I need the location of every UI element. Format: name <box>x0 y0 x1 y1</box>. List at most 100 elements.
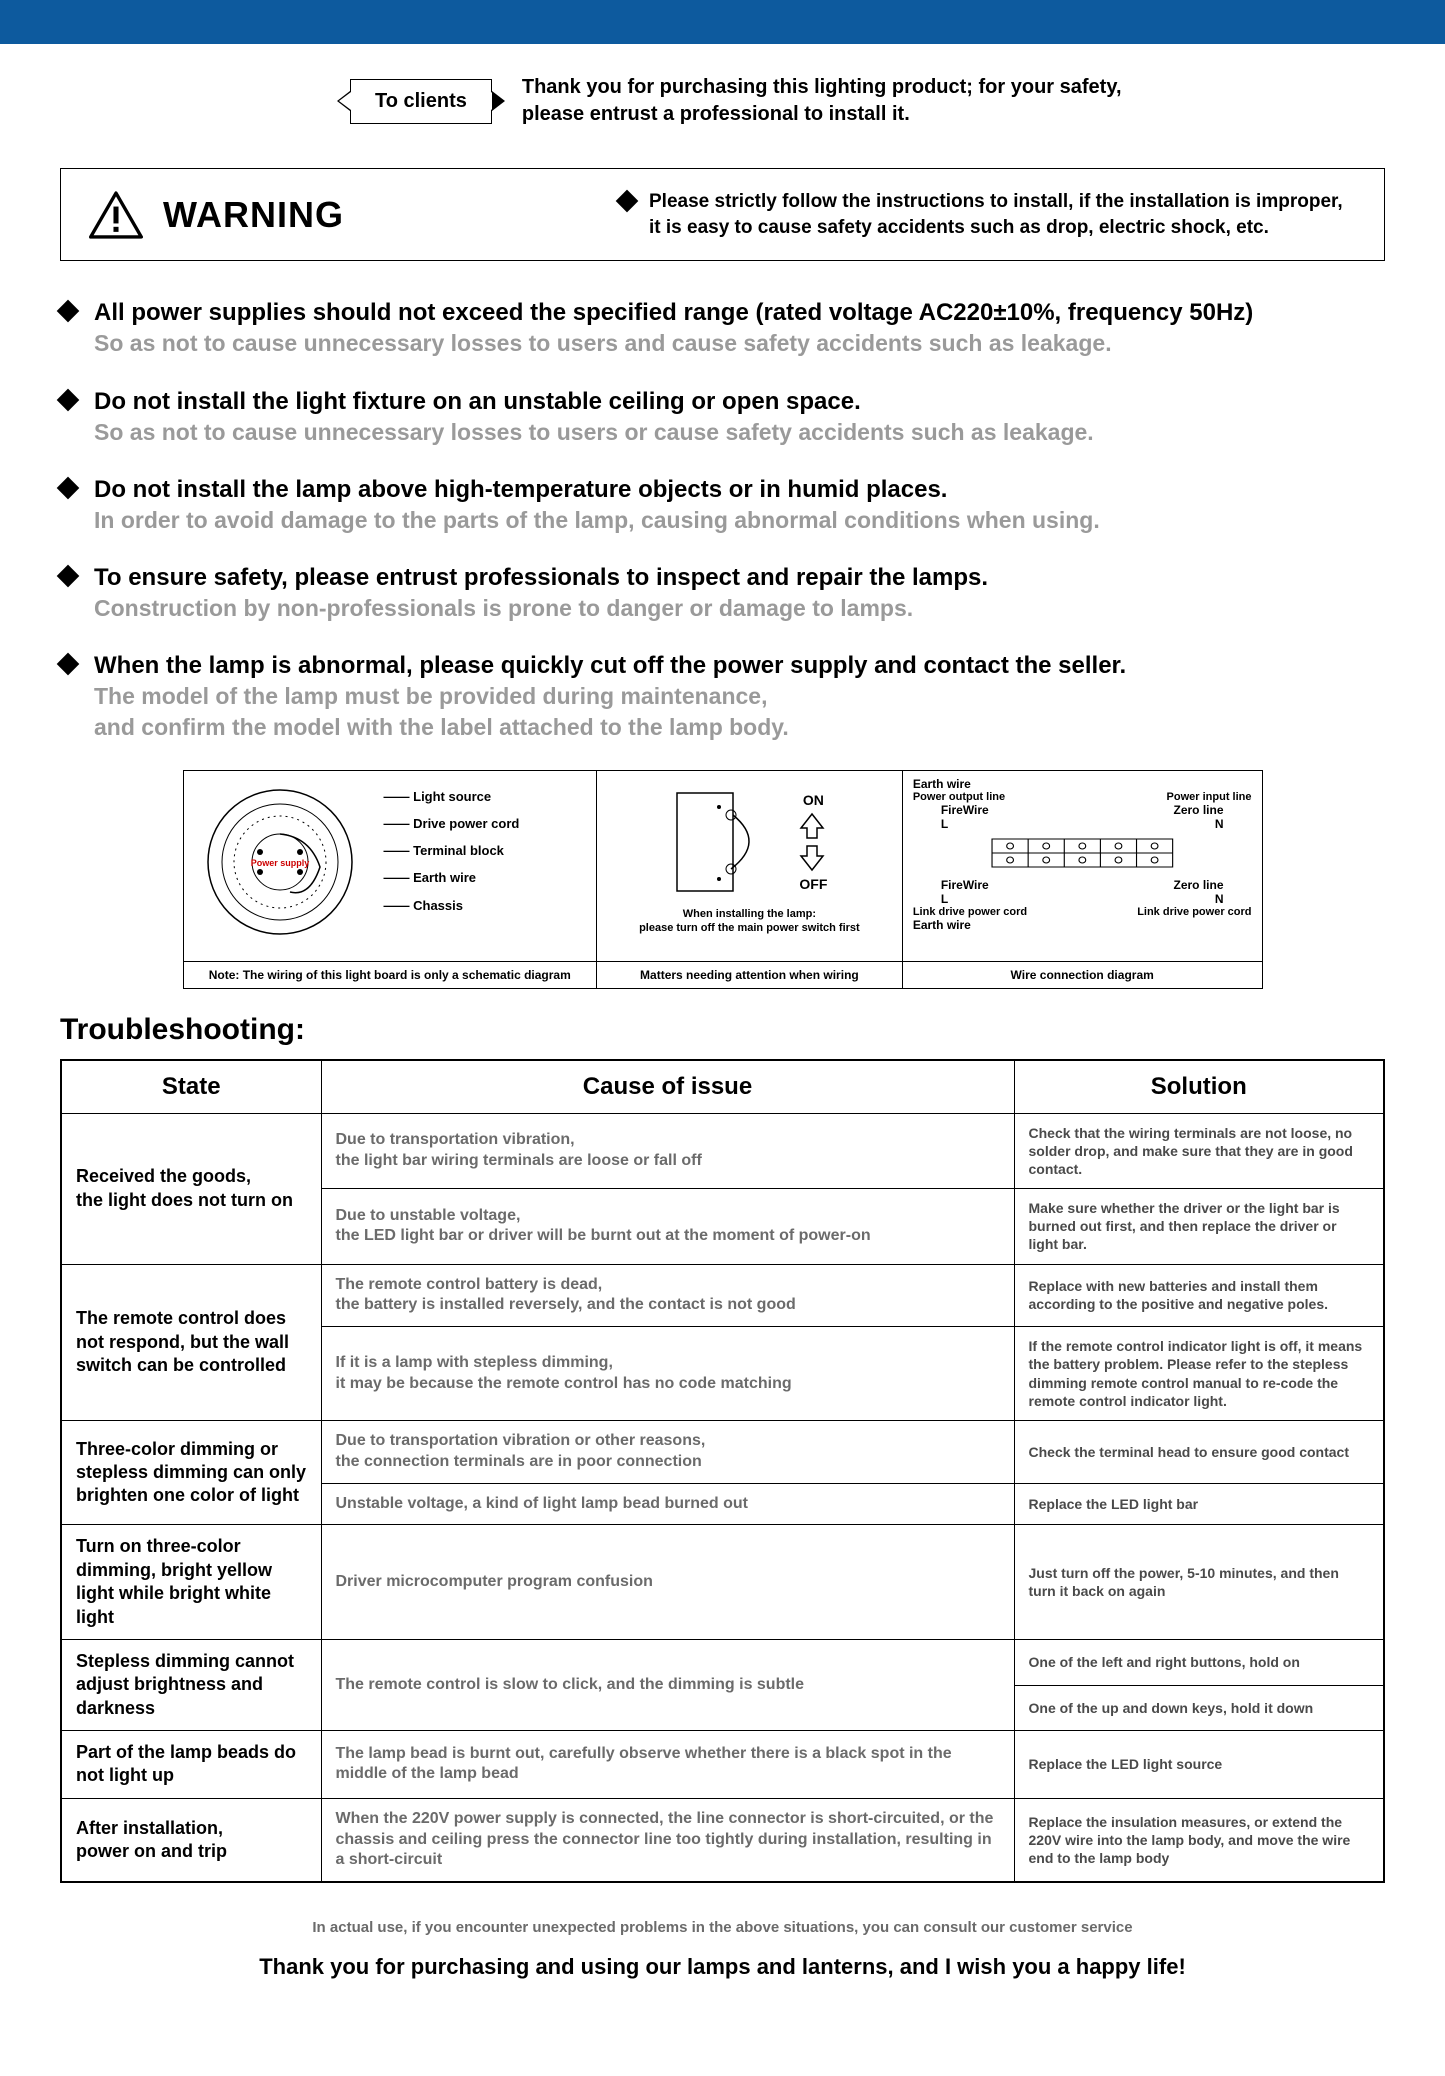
cause-cell: Due to transportation vibration or other… <box>321 1420 1014 1483</box>
d3-fw: FireWire <box>941 803 989 817</box>
troubleshoot-table: State Cause of issue Solution Received t… <box>60 1059 1385 1884</box>
page-content: To clients Thank you for purchasing this… <box>0 44 1445 2020</box>
d3-earth-bottom: Earth wire <box>913 918 1252 932</box>
diamond-icon <box>57 388 80 411</box>
bullet-gray: The model of the lamp must be provided d… <box>94 681 1126 743</box>
footnote: In actual use, if you encounter unexpect… <box>60 1919 1385 1936</box>
table-row: Part of the lamp beads do not light upTh… <box>61 1731 1384 1799</box>
top-bar <box>0 0 1445 44</box>
lamp-schematic-icon: Power supply <box>190 777 380 947</box>
table-row: Received the goods, the light does not t… <box>61 1113 1384 1189</box>
cause-cell: If it is a lamp with stepless dimming, i… <box>321 1327 1014 1421</box>
bullet-item: To ensure safety, please entrust profess… <box>60 562 1385 624</box>
solution-cell: Replace the insulation measures, or exte… <box>1014 1798 1384 1882</box>
d3-N2: N <box>1215 892 1224 906</box>
solution-cell: Make sure whether the driver or the ligh… <box>1014 1189 1384 1265</box>
solution-cell: Replace the LED light bar <box>1014 1483 1384 1525</box>
d3-earth-top: Earth wire <box>913 777 1252 791</box>
d3-fw2: FireWire <box>941 878 989 892</box>
diamond-icon <box>57 476 80 499</box>
diagram-row: Power supply Light source Drive power co… <box>183 770 1263 989</box>
col-cause-header: Cause of issue <box>321 1060 1014 1114</box>
state-cell: The remote control does not respond, but… <box>61 1264 321 1420</box>
d1-label: Terminal block <box>384 837 520 864</box>
arrow-up-icon <box>799 812 825 840</box>
diagram-2: ON OFF When installing the lamp: please … <box>597 771 903 988</box>
terminal-block-icon <box>913 831 1252 875</box>
state-cell: Received the goods, the light does not t… <box>61 1113 321 1264</box>
table-row: After installation, power on and tripWhe… <box>61 1798 1384 1882</box>
client-thanks-text: Thank you for purchasing this lighting p… <box>522 74 1122 128</box>
solution-cell: Just turn off the power, 5-10 minutes, a… <box>1014 1525 1384 1640</box>
cause-cell: When the 220V power supply is connected,… <box>321 1798 1014 1882</box>
d3-power-out: Power output line <box>913 791 1005 803</box>
state-cell: Turn on three-color dimming, bright yell… <box>61 1525 321 1640</box>
table-row: The remote control does not respond, but… <box>61 1264 1384 1327</box>
bullet-item: Do not install the lamp above high-tempe… <box>60 474 1385 536</box>
cause-cell: The remote control is slow to click, and… <box>321 1639 1014 1730</box>
bullet-bold: To ensure safety, please entrust profess… <box>94 562 988 593</box>
d3-zero2: Zero line <box>1173 878 1223 892</box>
d3-L: L <box>941 817 948 831</box>
troubleshoot-heading: Troubleshooting: <box>60 1013 1385 1047</box>
cause-cell: Due to transportation vibration, the lig… <box>321 1113 1014 1189</box>
diagram-3-caption: Wire connection diagram <box>903 961 1262 988</box>
state-cell: Stepless dimming cannot adjust brightnes… <box>61 1639 321 1730</box>
d3-link1: Link drive power cord <box>913 906 1027 918</box>
solution-cell: One of the left and right buttons, hold … <box>1014 1639 1384 1685</box>
warning-title: WARNING <box>163 194 344 236</box>
d1-label: Chassis <box>384 892 520 919</box>
diagram-2-caption: Matters needing attention when wiring <box>597 961 902 988</box>
cause-cell: Driver microcomputer program confusion <box>321 1525 1014 1640</box>
solution-cell: Replace the LED light source <box>1014 1731 1384 1799</box>
switch-icon <box>671 787 781 897</box>
d1-label: Light source <box>384 783 520 810</box>
bullet-item: All power supplies should not exceed the… <box>60 297 1385 359</box>
diagram-3: Earth wire Power output line Power input… <box>903 771 1262 988</box>
warning-box: WARNING Please strictly follow the instr… <box>60 168 1385 261</box>
arrow-down-icon <box>799 844 825 872</box>
d3-L2: L <box>941 892 948 906</box>
warning-left: WARNING <box>89 191 389 239</box>
cause-cell: Unstable voltage, a kind of light lamp b… <box>321 1483 1014 1525</box>
d3-link2: Link drive power cord <box>1137 906 1251 918</box>
bullet-item: When the lamp is abnormal, please quickl… <box>60 650 1385 743</box>
solution-cell: Replace with new batteries and install t… <box>1014 1264 1384 1327</box>
diagram-1-labels: Light source Drive power cord Terminal b… <box>384 783 520 919</box>
state-cell: Part of the lamp beads do not light up <box>61 1731 321 1799</box>
solution-cell: Check the terminal head to ensure good c… <box>1014 1420 1384 1483</box>
diagram-1-caption: Note: The wiring of this light board is … <box>184 961 596 988</box>
table-row: Turn on three-color dimming, bright yell… <box>61 1525 1384 1640</box>
bullet-bold: Do not install the lamp above high-tempe… <box>94 474 1100 505</box>
bullet-gray: So as not to cause unnecessary losses to… <box>94 417 1094 448</box>
col-state-header: State <box>61 1060 321 1114</box>
d1-label: Drive power cord <box>384 810 520 837</box>
d3-N: N <box>1215 817 1224 831</box>
d3-power-in: Power input line <box>1167 791 1252 803</box>
svg-text:Power supply: Power supply <box>250 858 309 868</box>
solution-cell: Check that the wiring terminals are not … <box>1014 1113 1384 1189</box>
diamond-icon <box>616 190 639 213</box>
cause-cell: The remote control battery is dead, the … <box>321 1264 1014 1327</box>
on-label: ON <box>799 792 827 808</box>
switch-note: When installing the lamp: please turn of… <box>607 907 892 936</box>
bullet-bold: Do not install the light fixture on an u… <box>94 386 1094 417</box>
table-row: Stepless dimming cannot adjust brightnes… <box>61 1639 1384 1685</box>
diamond-icon <box>57 300 80 323</box>
warning-note: Please strictly follow the instructions … <box>619 189 1356 240</box>
col-solution-header: Solution <box>1014 1060 1384 1114</box>
client-row: To clients Thank you for purchasing this… <box>350 74 1385 128</box>
thanks-footer: Thank you for purchasing and using our l… <box>60 1954 1385 1980</box>
diamond-icon <box>57 653 80 676</box>
cause-cell: Due to unstable voltage, the LED light b… <box>321 1189 1014 1265</box>
client-tag: To clients <box>350 79 492 124</box>
bullet-gray: In order to avoid damage to the parts of… <box>94 505 1100 536</box>
d3-zero: Zero line <box>1173 803 1223 817</box>
state-cell: After installation, power on and trip <box>61 1798 321 1882</box>
solution-cell: If the remote control indicator light is… <box>1014 1327 1384 1421</box>
client-tag-label: To clients <box>375 90 467 112</box>
bullet-item: Do not install the light fixture on an u… <box>60 386 1385 448</box>
off-label: OFF <box>799 876 827 892</box>
diagram-1: Power supply Light source Drive power co… <box>184 771 597 988</box>
cause-cell: The lamp bead is burnt out, carefully ob… <box>321 1731 1014 1799</box>
